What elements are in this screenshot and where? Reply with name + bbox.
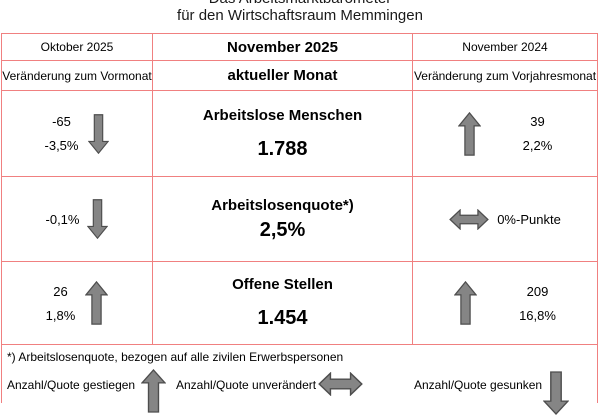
change-abs: 39 [530,114,545,129]
caption-change-prev-year: Veränderung zum Vorjahresmonat [413,61,597,91]
page-title-line2: für den Wirtschaftsraum Memmingen [177,7,423,24]
down-arrow-icon [88,111,110,157]
change-values: -65 -3,5% [45,114,79,153]
change-abs: 0%-Punkte [497,211,561,227]
footnote: *) Arbeitslosenquote, bezogen auf alle z… [7,350,344,364]
change-pct: -3,5% [44,138,79,153]
cell-quote-vs-vorjahr: 0%-Punkte [413,177,597,262]
cell-stellen-vs-vorjahr: 209 16,8% [413,262,597,345]
left-right-arrow-icon [318,372,363,396]
metric-value: 1.788 [257,137,308,160]
header-current-month: November 2025 [153,34,413,61]
caption-current-month: aktueller Monat [153,61,413,91]
change-abs: -65 [52,114,71,129]
up-arrow-icon [141,369,166,413]
metric-label: Arbeitslosenquote*) [211,196,354,214]
up-arrow-icon [457,111,481,157]
metric-label: Arbeitslose Menschen [202,106,363,124]
cell-arbeitslose-vs-vorjahr: 39 2,2% [413,91,597,177]
header-previous-month: Oktober 2025 [2,34,153,61]
cell-arbeitslose-vs-vormonat: -65 -3,5% [2,91,153,177]
change-abs: 26 [53,283,68,299]
header-previous-year-month: November 2024 [413,34,597,61]
caption-change-prev-month: Veränderung zum Vormonat [2,61,153,91]
legend-unchanged-label: Anzahl/Quote unverändert [176,378,317,392]
change-pct: 1,8% [45,307,76,323]
down-arrow-icon [87,196,109,242]
change-values: 209 16,8% [519,284,556,323]
legend-down-label: Anzahl/Quote gesunken [414,378,543,392]
change-abs: -0,1% [45,211,80,227]
change-abs: 209 [526,283,549,299]
up-arrow-icon [85,280,109,326]
metric-label: Offene Stellen [232,276,333,293]
cell-quote-vs-vormonat: -0,1% [2,177,153,262]
change-values: 26 1,8% [46,284,76,323]
change-pct: 2,2% [522,138,553,153]
cell-stellen-vs-vormonat: 26 1,8% [2,262,153,345]
barometer-table: Oktober 2025 November 2025 November 2024… [1,33,598,403]
cell-arbeitslose-aktuell: Arbeitslose Menschen 1.788 [153,91,413,177]
left-right-arrow-icon [449,208,490,230]
metric-value: 2,5% [259,218,306,241]
page-title-line1: Das Arbeitsmarktbarometer [0,0,600,8]
down-arrow-icon [543,371,569,415]
up-arrow-icon [454,280,478,326]
metric-value: 1.454 [257,307,308,329]
cell-quote-aktuell: Arbeitslosenquote*) 2,5% [153,177,413,262]
change-values: 39 2,2% [523,114,553,153]
legend-up-label: Anzahl/Quote gestiegen [7,378,136,392]
change-pct: 16,8% [519,307,556,323]
cell-stellen-aktuell: Offene Stellen 1.454 [153,262,413,345]
